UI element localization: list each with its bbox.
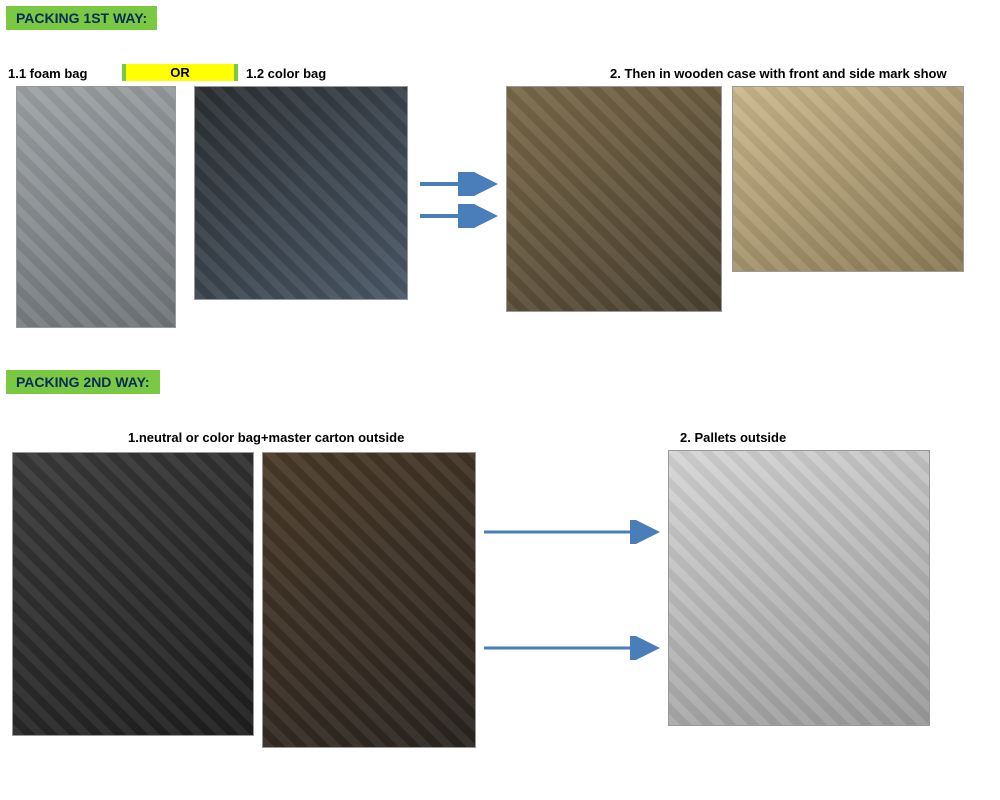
image-carton-b — [262, 452, 476, 748]
label-color-bag: 1.2 color bag — [246, 66, 326, 81]
arrow-icon — [418, 204, 500, 228]
image-foam-bag — [16, 86, 176, 328]
section1-header: PACKING 1ST WAY: — [6, 6, 157, 30]
label-wooden-case: 2. Then in wooden case with front and si… — [610, 66, 947, 81]
section2-header: PACKING 2ND WAY: — [6, 370, 160, 394]
image-carton-a — [12, 452, 254, 736]
arrow-icon — [482, 636, 664, 660]
image-color-bag — [194, 86, 408, 300]
label-pallet: 2. Pallets outside — [680, 430, 786, 445]
arrow-icon — [418, 172, 500, 196]
image-wooden-closed — [732, 86, 964, 272]
label-carton: 1.neutral or color bag+master carton out… — [128, 430, 404, 445]
label-foam-bag: 1.1 foam bag — [8, 66, 87, 81]
arrow-icon — [482, 520, 664, 544]
image-wooden-open — [506, 86, 722, 312]
or-badge: OR — [122, 64, 238, 81]
image-pallet — [668, 450, 930, 726]
